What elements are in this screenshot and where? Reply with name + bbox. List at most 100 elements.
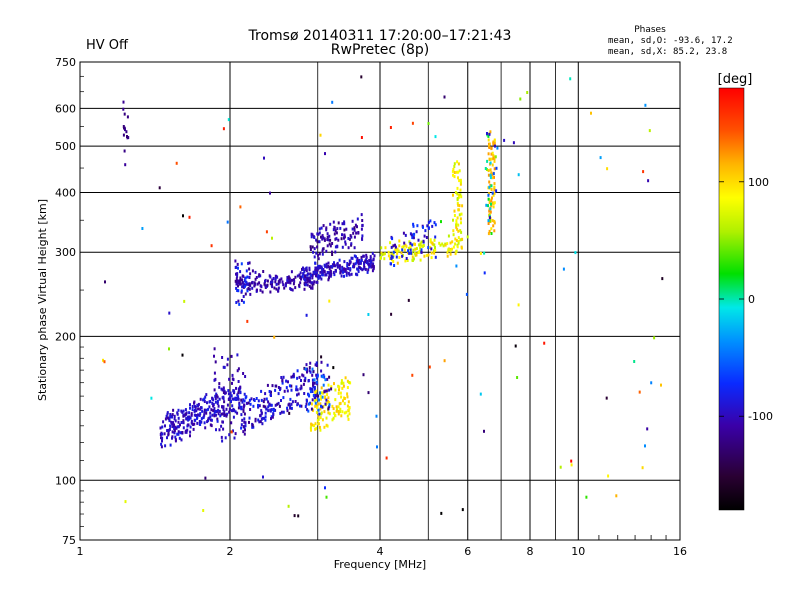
data-point — [271, 280, 274, 284]
data-point — [282, 283, 285, 287]
data-point — [336, 244, 339, 248]
data-point — [270, 394, 272, 397]
data-point — [489, 176, 492, 180]
data-point — [244, 424, 247, 428]
data-point — [370, 265, 373, 269]
data-point — [356, 257, 359, 261]
data-point — [329, 222, 332, 226]
data-point — [452, 173, 454, 177]
data-point — [326, 393, 329, 396]
data-point — [220, 387, 223, 391]
data-point — [259, 284, 262, 288]
data-point — [285, 379, 288, 383]
data-point — [350, 256, 353, 260]
data-point — [433, 243, 436, 247]
data-point — [232, 415, 235, 419]
data-point — [458, 195, 460, 199]
data-point — [321, 267, 323, 271]
data-point — [310, 235, 313, 239]
data-point — [361, 223, 364, 227]
data-point — [325, 273, 328, 277]
data-point — [342, 381, 345, 385]
data-point — [237, 395, 240, 399]
data-point — [288, 402, 291, 406]
data-point — [329, 273, 331, 277]
data-point — [272, 277, 275, 280]
data-point — [243, 420, 246, 424]
data-point — [398, 244, 401, 248]
data-point — [233, 436, 236, 440]
data-point — [324, 264, 327, 268]
data-point — [496, 146, 499, 150]
data-point — [488, 180, 491, 184]
data-point — [307, 379, 310, 383]
data-point — [320, 411, 323, 415]
data-point — [454, 242, 457, 246]
data-point — [364, 267, 367, 271]
data-point — [242, 372, 245, 375]
data-point — [330, 272, 333, 276]
data-point — [351, 227, 354, 231]
data-point — [325, 226, 328, 230]
data-point — [204, 426, 207, 430]
data-point — [327, 396, 330, 400]
data-point — [326, 235, 329, 239]
data-point — [247, 287, 250, 290]
data-point — [311, 423, 314, 427]
data-point — [319, 265, 322, 269]
data-point — [490, 146, 493, 150]
data-point — [324, 378, 327, 382]
data-point — [240, 407, 243, 410]
data-point — [248, 416, 251, 420]
data-point — [320, 360, 323, 364]
data-point — [236, 272, 239, 276]
data-point — [379, 256, 382, 259]
data-point — [415, 247, 418, 251]
data-point — [271, 384, 274, 388]
data-point — [242, 282, 245, 286]
data-point — [179, 423, 181, 427]
data-point — [318, 412, 321, 416]
data-point — [491, 151, 494, 155]
data-point — [244, 276, 247, 280]
data-point — [334, 414, 337, 418]
data-point — [348, 381, 351, 384]
data-point — [124, 163, 127, 167]
data-point — [459, 238, 462, 242]
data-point — [218, 397, 221, 401]
data-point — [234, 279, 237, 283]
data-point — [286, 279, 289, 282]
data-point — [317, 422, 320, 426]
data-point — [453, 162, 456, 166]
data-point — [360, 136, 363, 139]
data-point — [311, 390, 314, 393]
data-point — [197, 407, 200, 411]
data-point — [343, 228, 346, 232]
data-point — [314, 401, 317, 405]
data-point — [456, 201, 459, 205]
data-point — [361, 237, 364, 241]
data-point — [440, 511, 443, 515]
data-point — [164, 417, 167, 421]
data-point — [189, 416, 192, 420]
data-point — [318, 398, 320, 402]
data-point — [209, 418, 212, 422]
data-point — [236, 369, 239, 373]
data-point — [317, 417, 320, 421]
data-point — [171, 430, 174, 434]
data-point — [310, 407, 313, 411]
data-point — [309, 387, 312, 391]
data-point — [358, 258, 361, 262]
data-point — [433, 221, 436, 225]
data-point — [494, 155, 497, 159]
data-point — [214, 360, 217, 364]
data-point — [371, 251, 374, 255]
data-point — [303, 282, 306, 286]
data-point — [202, 398, 205, 402]
data-point — [415, 230, 418, 234]
data-point — [237, 388, 240, 392]
data-point — [234, 432, 237, 436]
data-point — [403, 241, 406, 245]
data-point — [211, 413, 214, 417]
data-point — [308, 268, 311, 272]
